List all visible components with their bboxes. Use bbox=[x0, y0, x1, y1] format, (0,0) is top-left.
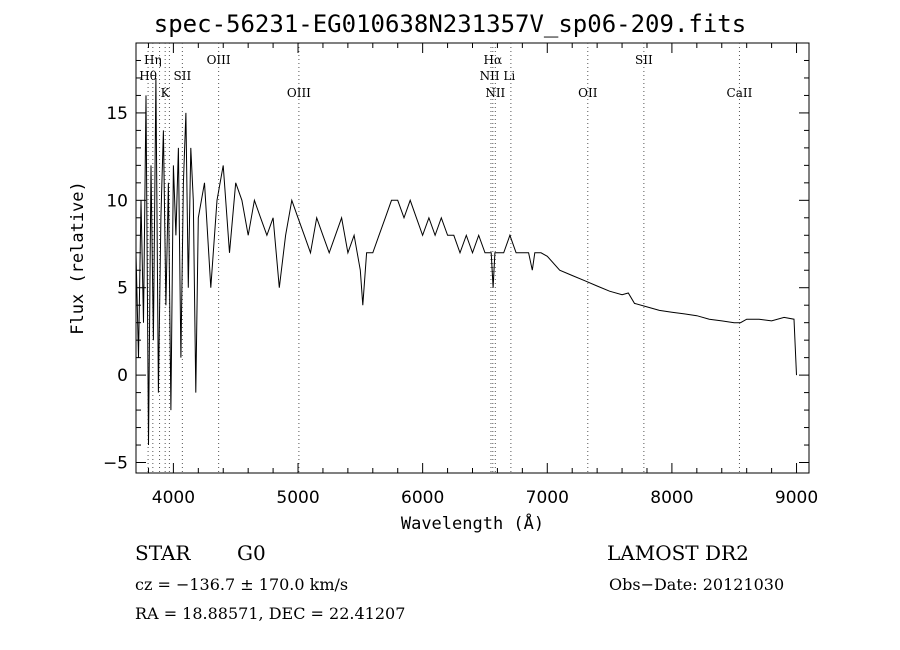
x-tick-label: 7000 bbox=[526, 488, 569, 508]
x-axis-label: Wavelength (Å) bbox=[401, 512, 544, 534]
y-axis-label: Flux (relative) bbox=[68, 181, 88, 335]
object-class: STAR bbox=[135, 541, 191, 565]
observation-date: Obs−Date: 20121030 bbox=[609, 575, 785, 594]
y-tick-label: −5 bbox=[103, 454, 128, 474]
y-tick-label: 10 bbox=[106, 191, 128, 211]
line-label: NII Li bbox=[480, 69, 516, 83]
y-tick-label: 15 bbox=[106, 104, 128, 124]
line-label: SII bbox=[635, 53, 653, 67]
survey-name: LAMOST DR2 bbox=[607, 541, 749, 565]
line-label: NII bbox=[485, 86, 505, 100]
line-label: Hθ bbox=[139, 69, 157, 83]
chart-title: spec-56231-EG010638N231357V_sp06-209.fit… bbox=[153, 10, 747, 38]
line-label: CaII bbox=[727, 86, 753, 100]
line-label: K bbox=[161, 86, 171, 100]
line-label: Hη bbox=[144, 53, 162, 67]
x-tick-label: 5000 bbox=[276, 488, 319, 508]
line-label: OIII bbox=[287, 86, 311, 100]
line-label: SII bbox=[174, 69, 192, 83]
spectrum-line bbox=[135, 77, 797, 446]
x-tick-label: 8000 bbox=[650, 488, 693, 508]
line-label: Hα bbox=[484, 53, 503, 67]
x-tick-label: 6000 bbox=[401, 488, 444, 508]
redshift-value: cz = −136.7 ± 170.0 km/s bbox=[135, 575, 349, 594]
y-tick-label: 0 bbox=[117, 366, 128, 386]
x-tick-label: 9000 bbox=[775, 488, 818, 508]
coordinates: RA = 18.88571, DEC = 22.41207 bbox=[135, 604, 406, 623]
plot-frame bbox=[135, 42, 810, 474]
y-tick-label: 5 bbox=[117, 279, 128, 299]
line-label: OII bbox=[578, 86, 598, 100]
object-subclass: G0 bbox=[237, 541, 266, 565]
x-tick-label: 4000 bbox=[152, 488, 195, 508]
line-label: OIII bbox=[207, 53, 231, 67]
